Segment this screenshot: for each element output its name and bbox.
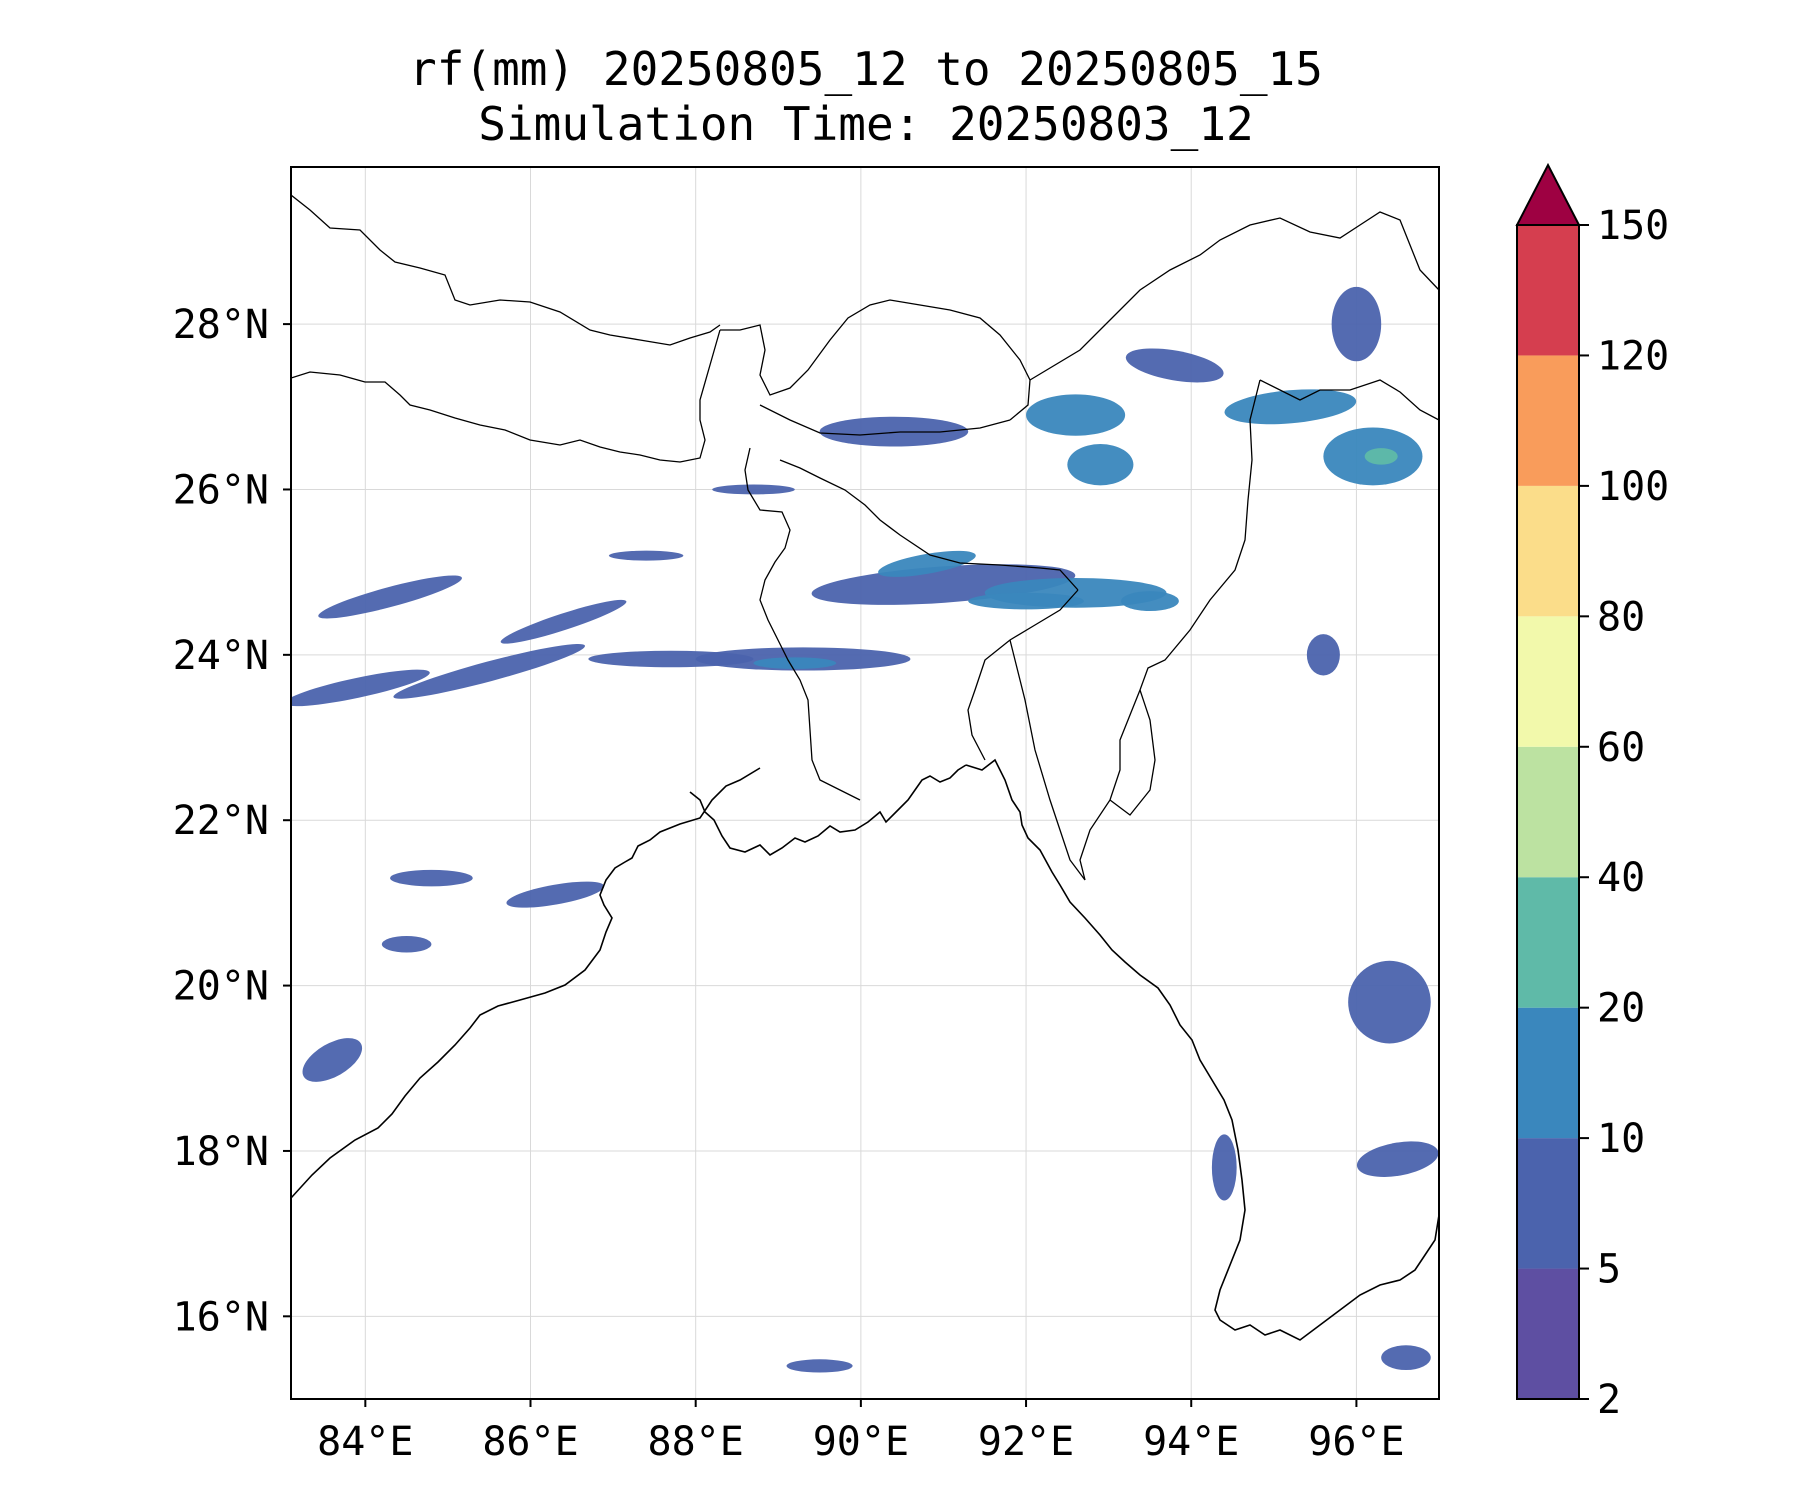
lat-tick-label: 26°N xyxy=(173,467,269,513)
colorbar-tick-label: 150 xyxy=(1597,203,1669,249)
colorbar-tick-label: 20 xyxy=(1597,986,1645,1032)
rain-cell xyxy=(753,657,837,669)
bangladesh-north-border xyxy=(779,459,1079,591)
rain-cell xyxy=(878,550,976,577)
lon-tick-label: 94°E xyxy=(1143,1419,1239,1465)
rain-cell xyxy=(1211,1134,1237,1201)
rain-cell xyxy=(968,592,1084,610)
colorbar-tick-label: 120 xyxy=(1597,333,1669,379)
colorbar-tick-label: 10 xyxy=(1597,1116,1645,1162)
colorbar-segment xyxy=(1517,877,1579,1008)
lon-tick-label: 84°E xyxy=(317,1419,413,1465)
map-panel: 84°E 86°E 88°E 90°E 92°E 94°E 96°E 16°N 18°N 20°… xyxy=(173,166,1440,1465)
colorbar-tick-label: 60 xyxy=(1597,725,1645,771)
india-nepal-south-border xyxy=(291,329,721,463)
colorbar-labels: 2 5 10 20 40 60 80 100 120 150 xyxy=(1579,203,1669,1423)
colorbar-tick-label: 80 xyxy=(1597,594,1645,640)
rain-cell xyxy=(1356,1141,1439,1178)
title-line-1: rf(mm) 20250805_12 to 20250805_15 xyxy=(409,42,1323,96)
rain-cell xyxy=(819,416,969,447)
bhutan-border xyxy=(759,404,1011,436)
lon-tick-label: 96°E xyxy=(1308,1419,1404,1465)
rain-cell xyxy=(291,669,430,707)
rain-cell xyxy=(318,575,462,619)
lon-tick-label: 86°E xyxy=(482,1419,578,1465)
colorbar-segments xyxy=(1515,162,1581,1400)
rain-cell xyxy=(588,650,754,668)
colorbar-tick-label: 40 xyxy=(1597,855,1645,901)
rain-cell xyxy=(786,1359,853,1373)
lon-tick-label: 90°E xyxy=(813,1419,909,1465)
lat-tick-label: 16°N xyxy=(173,1294,269,1340)
graticule xyxy=(291,167,1439,1399)
rain-cell xyxy=(608,550,684,561)
lat-tick-label: 24°N xyxy=(173,633,269,679)
colorbar: 2 5 10 20 40 60 80 100 120 150 xyxy=(1515,162,1669,1423)
title-line-2: Simulation Time: 20250803_12 xyxy=(478,97,1253,151)
lat-tick-label: 22°N xyxy=(173,798,269,844)
colorbar-segment xyxy=(1517,225,1579,356)
rain-cell xyxy=(1224,389,1357,425)
colorbar-segment xyxy=(1517,1138,1579,1269)
colorbar-tick-label: 5 xyxy=(1597,1247,1621,1293)
colorbar-segment xyxy=(1517,746,1579,878)
siliguri-corridor-border xyxy=(720,299,1031,421)
rain-cell xyxy=(1067,443,1134,486)
tripura-mizoram-border xyxy=(1009,639,1156,881)
lat-tick-label: 28°N xyxy=(173,302,269,348)
india-nepal-border xyxy=(291,194,721,346)
rain-cell xyxy=(1331,286,1382,362)
bangladesh-east-border xyxy=(967,589,1079,761)
rain-cell xyxy=(302,1038,363,1082)
colorbar-tick-label: 100 xyxy=(1597,464,1669,510)
colorbar-segment xyxy=(1517,616,1579,747)
tibet-china-border xyxy=(1029,211,1439,381)
colorbar-segment xyxy=(1517,485,1579,617)
lon-tick-label: 88°E xyxy=(648,1419,744,1465)
rain-cell xyxy=(1026,394,1126,436)
rain-cell xyxy=(1121,591,1179,612)
rain-cell xyxy=(500,599,627,644)
coastlines-and-borders xyxy=(291,194,1439,1341)
rain-cell xyxy=(1306,634,1340,676)
rainfall-contours xyxy=(291,286,1439,1373)
bangladesh-myanmar-coastline xyxy=(965,758,1439,1341)
east-india-coastline xyxy=(291,767,761,1199)
latitude-ticks: 16°N 18°N 20°N 22°N 24°N 26°N 28°N xyxy=(173,302,291,1340)
rain-cell xyxy=(393,643,585,699)
rain-cell xyxy=(381,935,432,953)
colorbar-segment xyxy=(1517,355,1579,486)
colorbar-segment xyxy=(1517,1268,1579,1399)
lat-tick-label: 18°N xyxy=(173,1129,269,1175)
colorbar-segment xyxy=(1517,1007,1579,1139)
india-myanmar-border xyxy=(1079,379,1439,881)
sundarbans-delta-coast xyxy=(689,764,967,857)
rain-cell xyxy=(390,869,473,887)
rain-cell xyxy=(1381,1345,1431,1371)
colorbar-tick-label: 2 xyxy=(1597,1377,1621,1423)
rain-cell xyxy=(1125,348,1224,383)
rain-cell xyxy=(712,484,795,495)
rain-cell xyxy=(1364,448,1398,465)
india-bangladesh-west-border xyxy=(744,447,861,801)
rain-cell xyxy=(1348,960,1431,1044)
lon-tick-label: 92°E xyxy=(978,1419,1074,1465)
rain-cell xyxy=(506,881,605,908)
map-frame xyxy=(290,166,1440,1400)
longitude-ticks: 84°E 86°E 88°E 90°E 92°E 94°E 96°E xyxy=(317,1399,1405,1465)
lat-tick-label: 20°N xyxy=(173,964,269,1010)
colorbar-frame xyxy=(1516,224,1580,1400)
